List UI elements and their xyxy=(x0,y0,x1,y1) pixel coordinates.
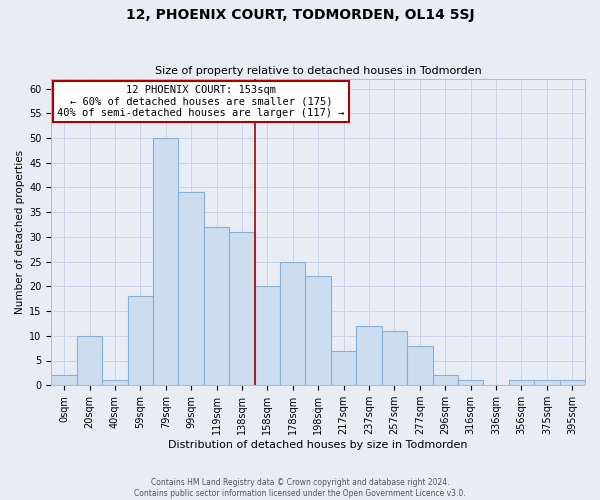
Bar xyxy=(128,296,153,385)
Bar xyxy=(407,346,433,385)
Bar xyxy=(102,380,128,385)
Bar xyxy=(458,380,484,385)
Bar xyxy=(229,232,254,385)
Bar xyxy=(280,262,305,385)
Bar xyxy=(509,380,534,385)
Bar xyxy=(356,326,382,385)
Bar xyxy=(331,350,356,385)
Text: 12, PHOENIX COURT, TODMORDEN, OL14 5SJ: 12, PHOENIX COURT, TODMORDEN, OL14 5SJ xyxy=(125,8,475,22)
Text: Contains HM Land Registry data © Crown copyright and database right 2024.
Contai: Contains HM Land Registry data © Crown c… xyxy=(134,478,466,498)
Bar xyxy=(178,192,204,385)
Bar xyxy=(254,286,280,385)
Text: 12 PHOENIX COURT: 153sqm
← 60% of detached houses are smaller (175)
40% of semi-: 12 PHOENIX COURT: 153sqm ← 60% of detach… xyxy=(57,85,344,118)
Bar xyxy=(433,376,458,385)
Bar xyxy=(153,138,178,385)
X-axis label: Distribution of detached houses by size in Todmorden: Distribution of detached houses by size … xyxy=(169,440,468,450)
Bar xyxy=(382,331,407,385)
Bar xyxy=(560,380,585,385)
Title: Size of property relative to detached houses in Todmorden: Size of property relative to detached ho… xyxy=(155,66,482,76)
Bar xyxy=(52,376,77,385)
Bar xyxy=(534,380,560,385)
Bar xyxy=(77,336,102,385)
Bar xyxy=(204,227,229,385)
Bar xyxy=(305,276,331,385)
Y-axis label: Number of detached properties: Number of detached properties xyxy=(15,150,25,314)
